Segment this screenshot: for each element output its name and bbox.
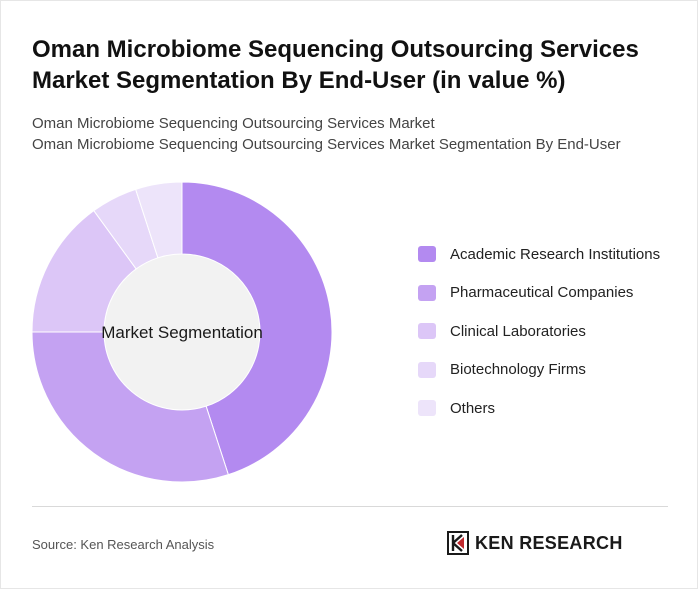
footer-divider	[32, 506, 668, 507]
legend-item: Academic Research Institutions	[418, 244, 688, 264]
slice-pharmaceutical-companies	[31, 331, 229, 483]
donut-chart: Market Segmentation	[31, 181, 333, 483]
subtitle-line-2: Oman Microbiome Sequencing Outsourcing S…	[32, 136, 621, 153]
legend-label: Biotechnology Firms	[450, 361, 586, 378]
legend-label: Clinical Laboratories	[450, 322, 586, 340]
legend-label: Others	[450, 399, 496, 417]
brand-logo: KEN RESEARCH	[447, 530, 623, 556]
legend-item: Biotechnology Firms	[418, 360, 688, 380]
slice-others	[135, 181, 183, 259]
legend-swatch	[418, 323, 436, 339]
legend-label: Academic Research Institutions	[450, 245, 661, 263]
chart-title: Oman Microbiome Sequencing Outsourcing S…	[32, 36, 639, 94]
legend-item: Others	[418, 398, 688, 418]
source-note: Source: Ken Research Analysis	[32, 537, 215, 552]
legend-label: Pharmaceutical Companies	[450, 284, 634, 301]
legend-swatch	[418, 284, 436, 301]
center-label: Market Segmentation	[101, 323, 263, 342]
legend-swatch	[418, 400, 436, 416]
donut-hole	[104, 254, 260, 410]
chart-legend: Academic Research Institutions Pharmaceut…	[418, 244, 688, 437]
legend-item: Pharmaceutical Companies	[418, 283, 688, 303]
chart-subtitle: Oman Microbiome Sequencing Outsourcing S…	[32, 113, 672, 155]
slice-academic-research-institutions	[181, 181, 333, 476]
legend-swatch	[418, 246, 436, 262]
subtitle-line-1: Oman Microbiome Sequencing Outsourcing S…	[32, 115, 435, 132]
legend-item: Clinical Laboratories	[418, 321, 688, 341]
legend-swatch	[418, 361, 436, 378]
ken-research-logo-icon	[447, 531, 469, 555]
brand-name: KEN RESEARCH	[475, 532, 623, 553]
